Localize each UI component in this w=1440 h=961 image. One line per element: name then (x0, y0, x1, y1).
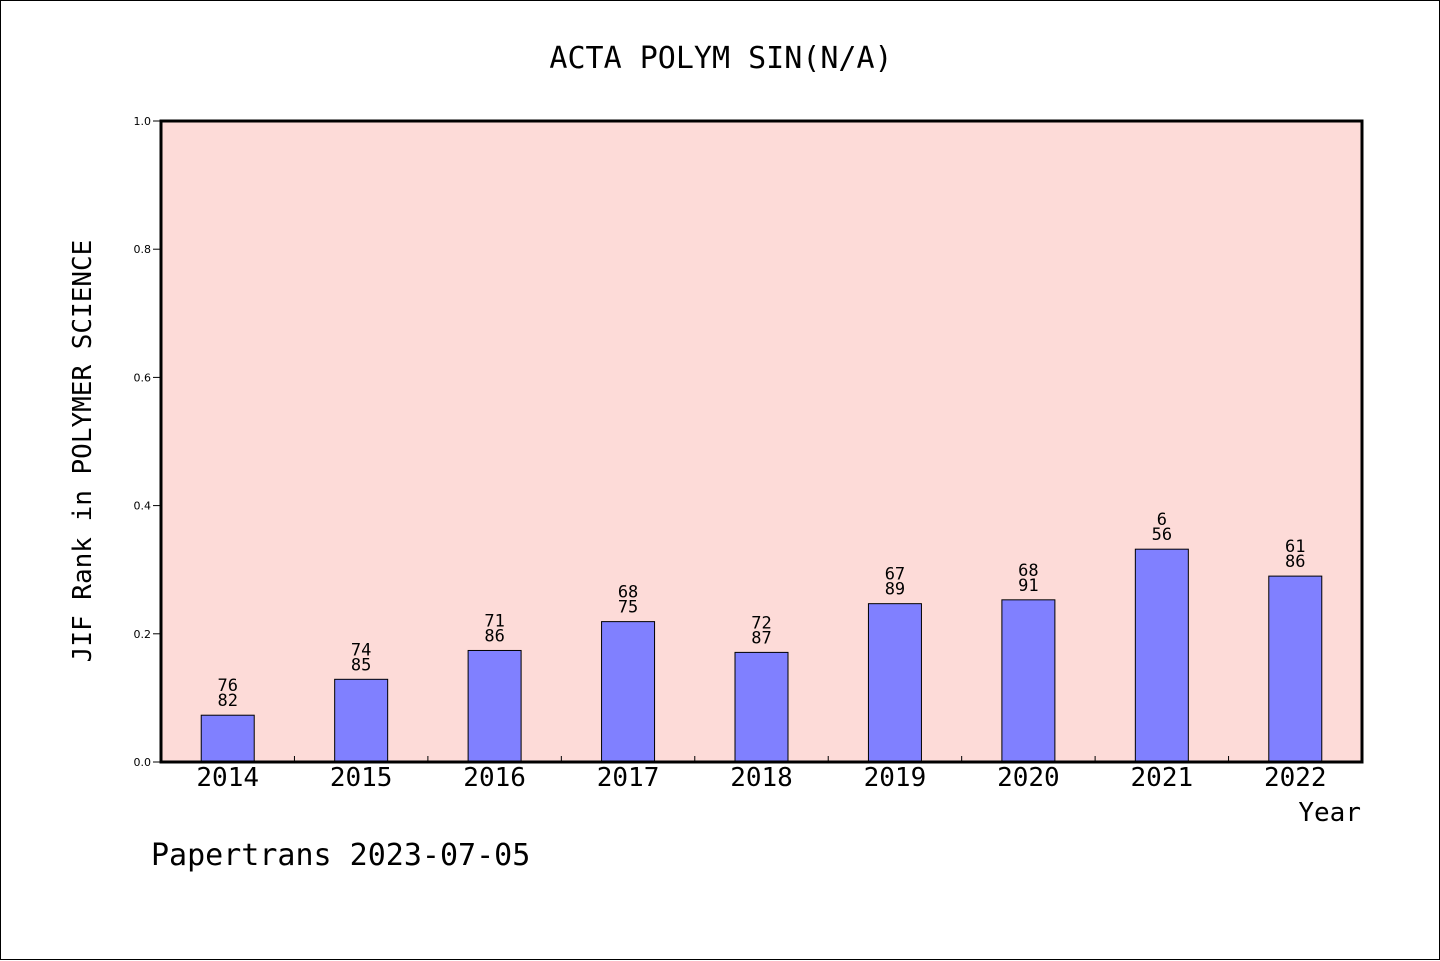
bar (1268, 575, 1323, 763)
bar (200, 714, 255, 763)
bar-label-top: 74 (351, 640, 371, 660)
bar-label-top: 72 (751, 613, 771, 633)
bar-label-top: 6 (1157, 510, 1167, 530)
bar (1134, 548, 1189, 763)
footer-credit: Papertrans 2023-07-05 (151, 838, 530, 873)
x-tick-label: 2020 (997, 763, 1060, 793)
x-tick-label: 2016 (463, 763, 526, 793)
bar-label-top: 68 (1018, 561, 1038, 581)
bar-label-top: 61 (1285, 537, 1305, 557)
bar-label-top: 71 (484, 611, 504, 631)
x-tick-label: 2019 (864, 763, 927, 793)
x-tick-label: 2021 (1131, 763, 1194, 793)
bar-label-bottom: 75 (618, 598, 638, 618)
bar (1001, 599, 1056, 763)
y-tick-label: 0.0 (134, 756, 152, 769)
y-tick-label: 0.8 (134, 243, 152, 256)
x-tick-label: 2022 (1264, 763, 1327, 793)
x-axis-label: Year (1298, 798, 1361, 828)
bar (601, 621, 656, 763)
x-tick-label: 2015 (330, 763, 393, 793)
bars (200, 548, 1323, 763)
bar-label-top: 67 (885, 565, 905, 585)
chart-title: ACTA POLYM SIN(N/A) (549, 41, 892, 76)
y-tick-label: 0.6 (134, 371, 152, 384)
bar-label-top: 76 (217, 676, 237, 696)
bar-label-bottom: 85 (351, 655, 371, 675)
bar-label-bottom: 91 (1018, 576, 1038, 596)
bar-label-bottom: 86 (484, 626, 504, 646)
plot-border (159, 119, 1364, 764)
x-tick-label: 2017 (597, 763, 660, 793)
y-tick-label: 0.4 (134, 500, 152, 513)
bar-label-bottom: 82 (217, 691, 237, 711)
bar (734, 651, 789, 763)
bar-label-bottom: 56 (1152, 525, 1172, 545)
bar-label-bottom: 87 (751, 628, 771, 648)
x-tick-label: 2018 (730, 763, 793, 793)
y-axis: 0.0 0.2 0.4 0.6 0.8 1.0 (134, 115, 161, 769)
bar-label-bottom: 89 (885, 580, 905, 600)
bar-label-bottom: 86 (1285, 552, 1305, 572)
bar (867, 603, 922, 763)
y-tick-label: 1.0 (134, 115, 152, 128)
x-axis: 2014 2015 2016 2017 2018 2019 2020 2021 2022 (196, 756, 1327, 793)
x-tick-label: 2014 (196, 763, 259, 793)
y-tick-label: 0.2 (134, 628, 152, 641)
bar (334, 678, 389, 763)
y-axis-label: JIF Rank in POLYMER SCIENCE (68, 240, 98, 663)
bar (467, 649, 522, 763)
bar-label-top: 68 (618, 583, 638, 603)
